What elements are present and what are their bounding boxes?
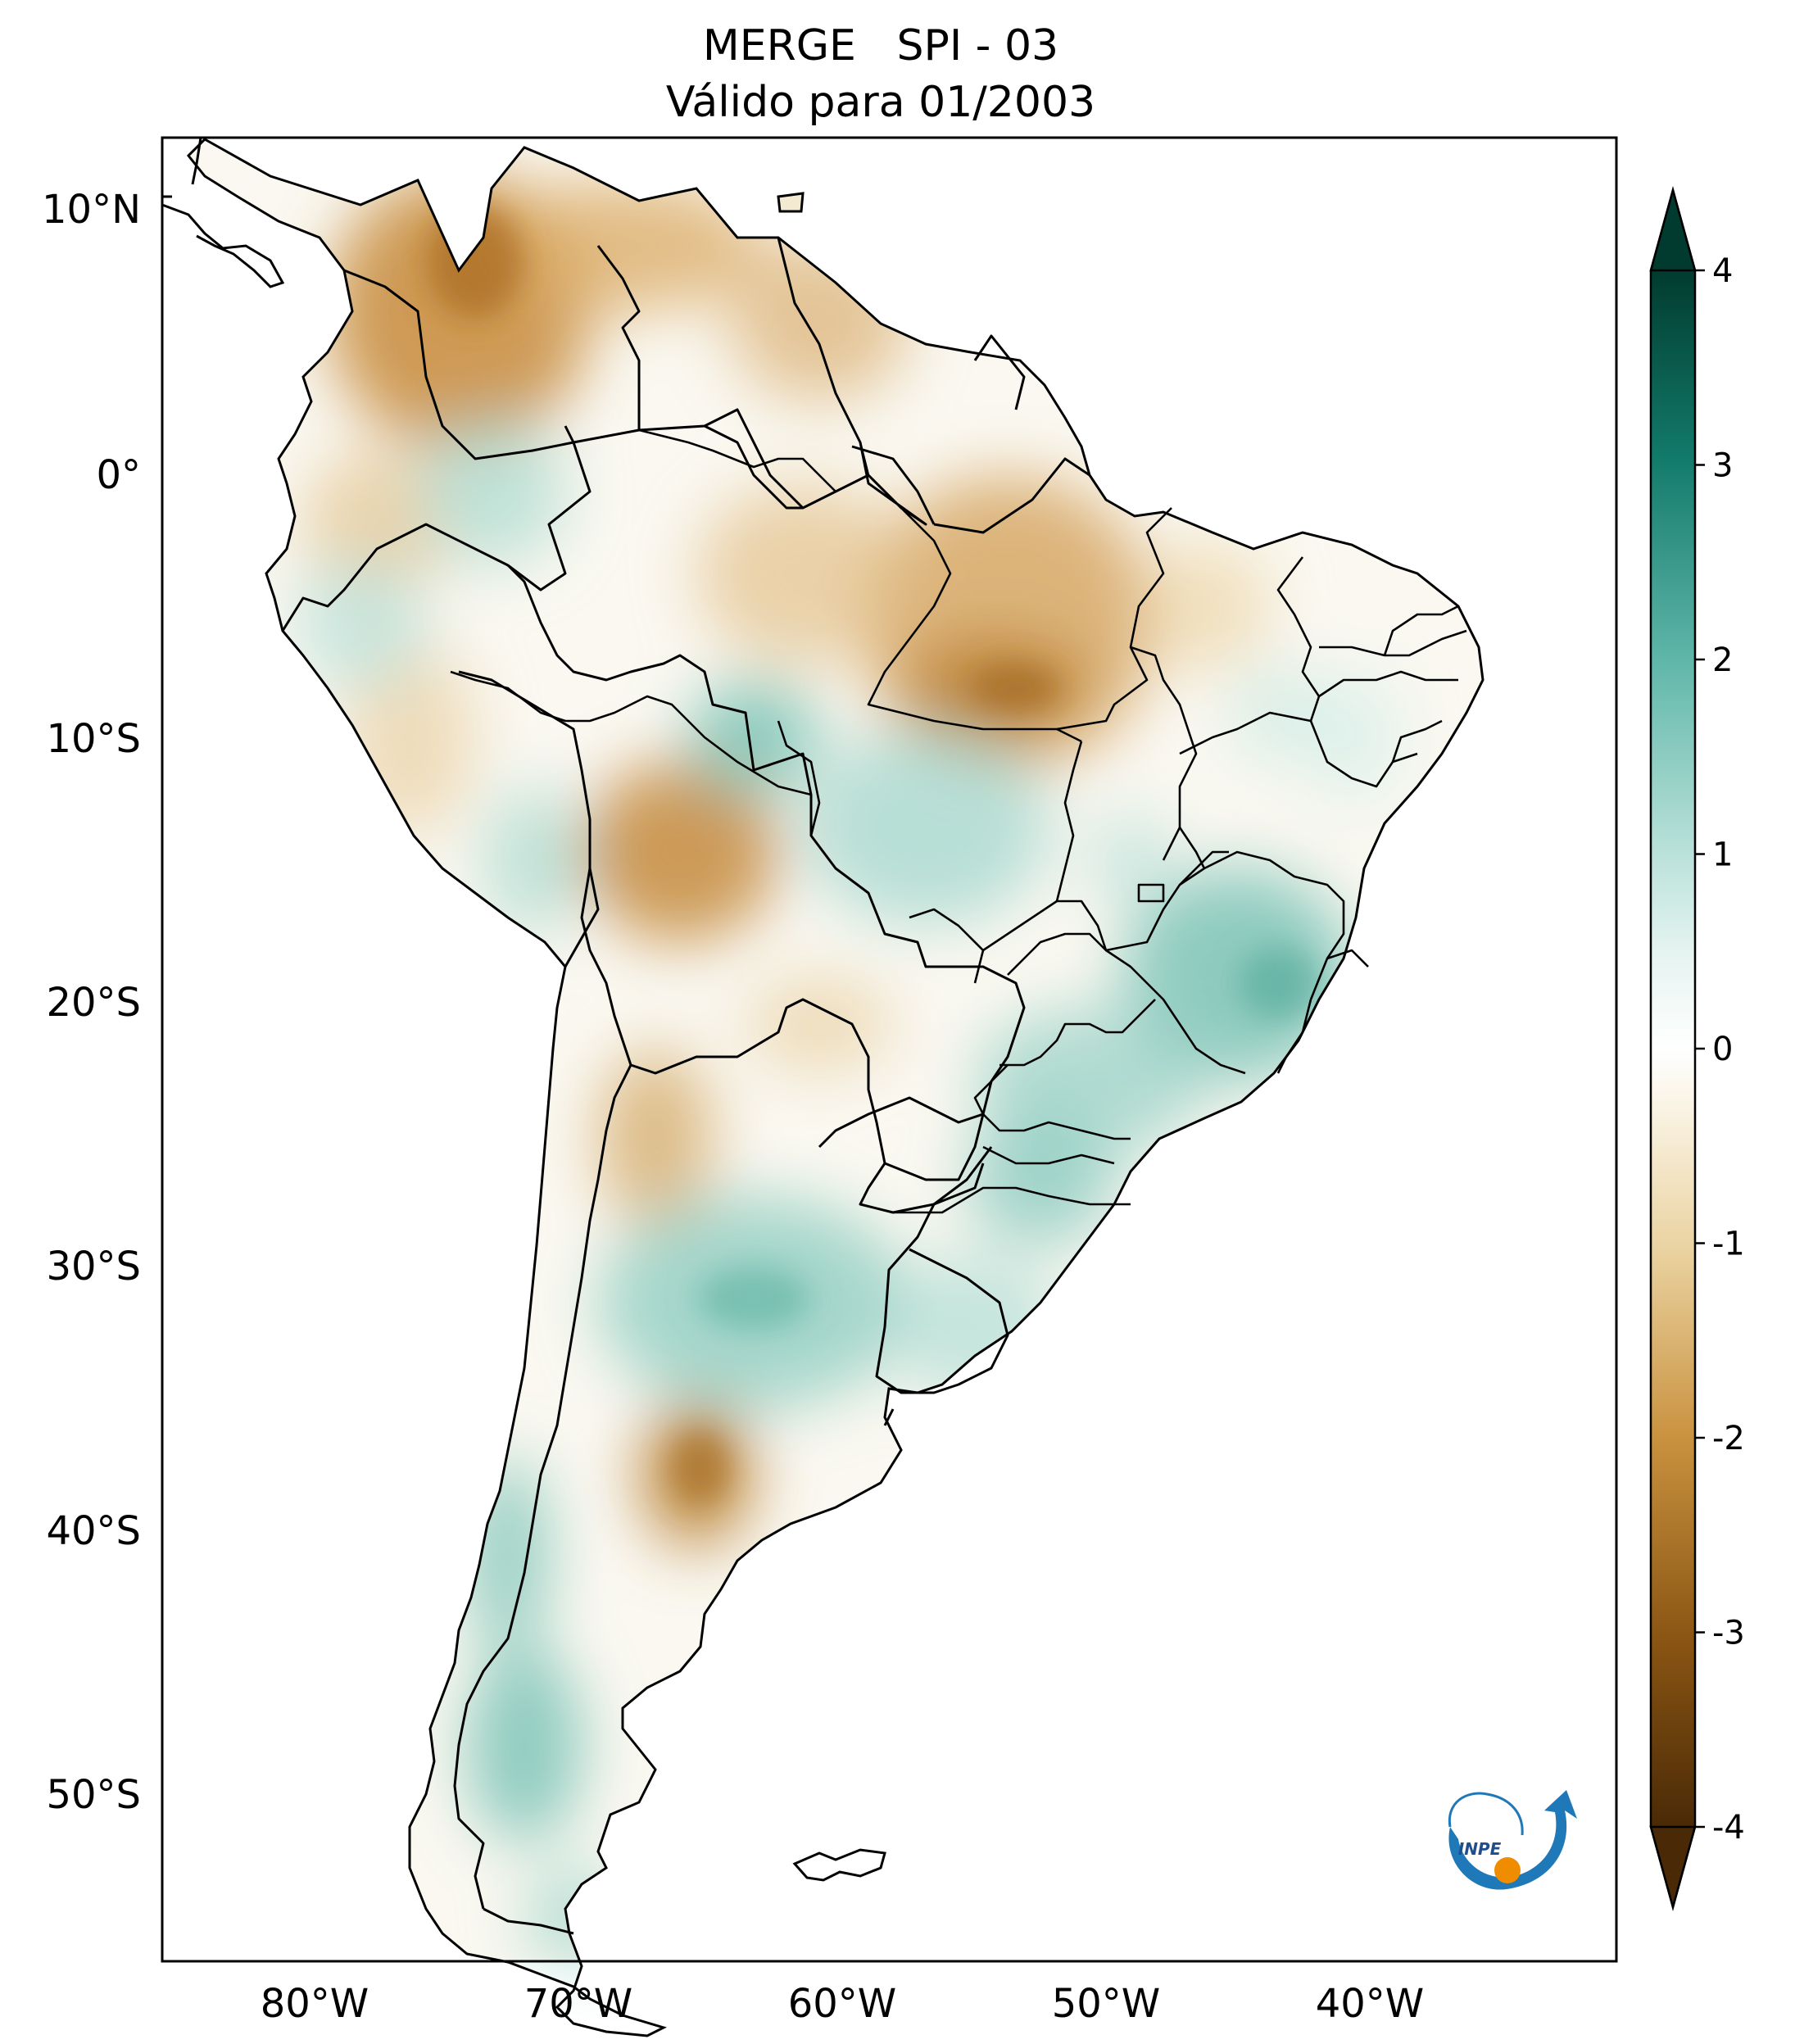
colorbar-tick-label: 2: [1712, 641, 1733, 679]
lat-label-0: 0°: [96, 452, 141, 498]
trinidad-island: [777, 192, 805, 213]
lat-label-10s: 10°S: [46, 716, 141, 762]
colorbar-ticks: 4 3 2 1 0 -1 -2 -3 -4: [1695, 252, 1745, 1847]
colorbar-tick-label: -4: [1712, 1809, 1745, 1847]
lon-label-40w: 40°W: [1316, 1981, 1425, 2027]
colorbar: 4 3 2 1 0 -1 -2 -3 -4: [1649, 186, 1745, 1911]
central-america-coast: [161, 137, 285, 288]
lon-label-60w: 60°W: [788, 1981, 897, 2027]
lon-label-50w: 50°W: [1052, 1981, 1161, 2027]
colorbar-tick-label: 0: [1712, 1031, 1733, 1068]
lat-label-40s: 40°S: [46, 1508, 141, 1554]
lat-label-50s: 50°S: [46, 1772, 141, 1818]
logo-sun: [1494, 1857, 1521, 1883]
colorbar-tick-label: 3: [1712, 447, 1733, 485]
lon-label-70w: 70°W: [524, 1981, 633, 2027]
country-borders: [281, 237, 1090, 1935]
logo-text: INPE: [1458, 1839, 1502, 1859]
lat-label-10n: 10°N: [42, 187, 141, 233]
state-borders: [450, 428, 1467, 1214]
colorbar-tick-label: 1: [1712, 836, 1733, 874]
falkland-islands: [792, 1848, 886, 1882]
colorbar-tick-label: -1: [1712, 1226, 1745, 1263]
title-line-1: MERGE SPI - 03: [703, 21, 1058, 70]
map-frame: [161, 136, 1618, 1963]
colorbar-tick-label: -2: [1712, 1420, 1745, 1457]
colorbar-tick-label: -3: [1712, 1615, 1745, 1652]
colorbar-tick-label: 4: [1712, 252, 1733, 290]
inpe-logo: INPE: [1448, 1790, 1577, 1890]
lat-label-20s: 20°S: [46, 980, 141, 1026]
lon-label-80w: 80°W: [261, 1981, 369, 2027]
logo-orbit: [1448, 1792, 1524, 1836]
title-line-2: Válido para 01/2003: [666, 78, 1095, 127]
lat-label-30s: 30°S: [46, 1244, 141, 1289]
colorbar-extend-min: [1649, 1825, 1697, 1911]
latitude-labels: 10°N 0° 10°S 20°S 30°S 40°S 50°S: [42, 187, 141, 1818]
colorbar-extend-max: [1649, 186, 1697, 272]
colorbar-bar: [1651, 270, 1695, 1827]
longitude-labels: 80°W 70°W 60°W 50°W 40°W: [261, 1981, 1425, 2027]
logo-swoosh: [1448, 1790, 1577, 1890]
